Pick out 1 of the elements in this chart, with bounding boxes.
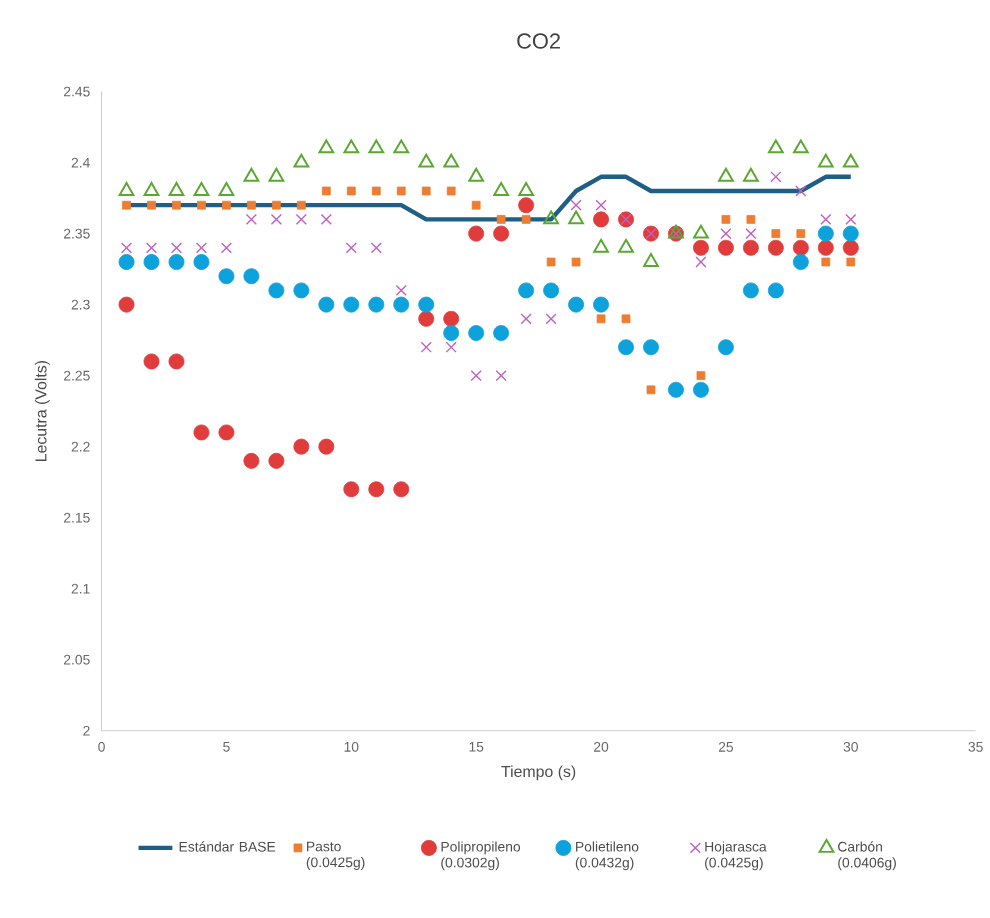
chart-title: CO2 (517, 33, 560, 49)
